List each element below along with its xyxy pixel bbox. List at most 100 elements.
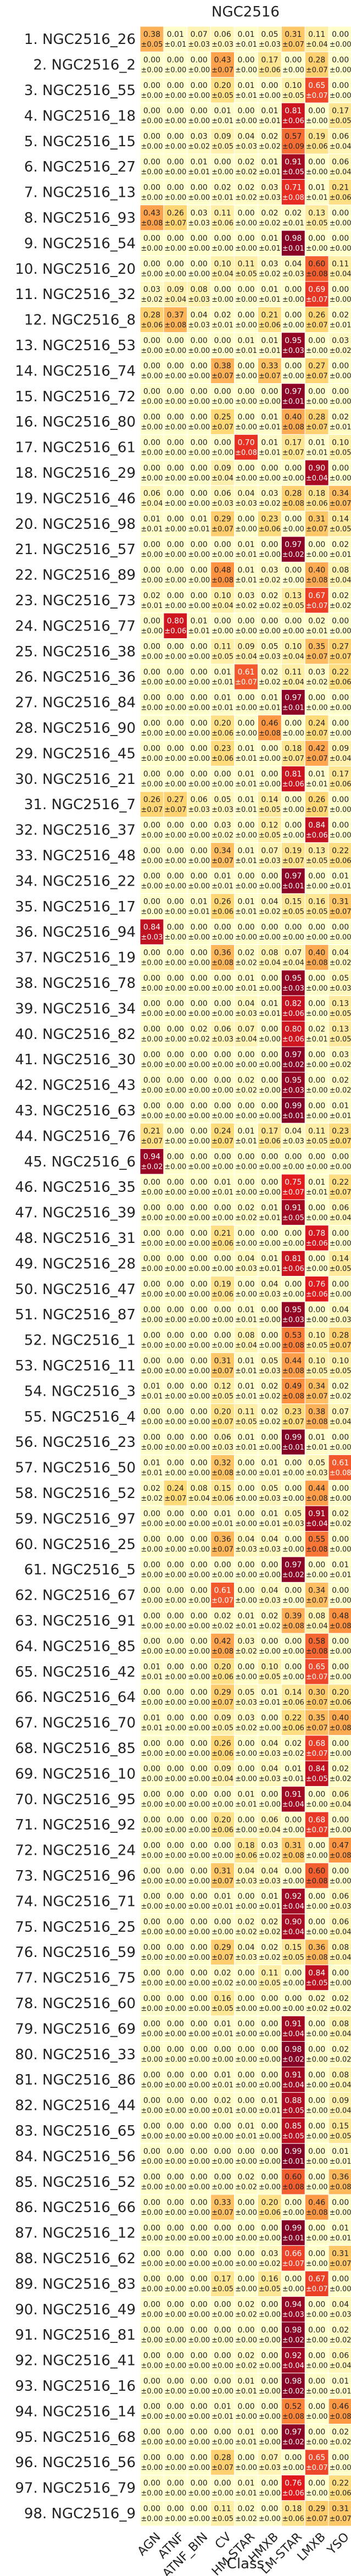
cell-value: 0.01: [261, 158, 278, 167]
cell-value: 0.09: [214, 1765, 231, 1773]
heatmap-cell: 0.01±0.01: [234, 1378, 259, 1405]
cell-error: ±0.00: [141, 449, 163, 457]
cell-error: ±0.08: [211, 1469, 233, 1477]
cell-value: 0.90: [308, 464, 325, 473]
heatmap-cell: 0.25±0.07: [210, 408, 235, 435]
cell-error: ±0.00: [164, 194, 186, 202]
cell-value: 0.00: [191, 438, 208, 447]
heatmap-cell: 0.01±0.01: [328, 1097, 351, 1124]
heatmap-cell: 0.04±0.02: [258, 893, 282, 920]
cell-value: 0.01: [237, 540, 254, 549]
cell-error: ±0.03: [282, 270, 304, 279]
cell-value: 0.00: [332, 1969, 349, 1977]
cell-value: 0.68: [308, 1739, 325, 1748]
cell-error: ±0.00: [306, 2336, 328, 2345]
cell-value: 0.09: [214, 132, 231, 141]
cell-error: ±0.04: [306, 41, 328, 49]
cell-value: 0.00: [143, 2071, 160, 2080]
cell-error: ±0.00: [235, 2030, 257, 2038]
cell-value: 0.02: [143, 1484, 160, 1493]
cell-value: 0.06: [332, 2351, 349, 2360]
heatmap-cell: 0.01±0.01: [328, 2373, 351, 2399]
cell-rect: [210, 230, 235, 257]
cell-error: ±0.07: [141, 806, 163, 814]
cell-value: 0.03: [237, 1713, 254, 1722]
cell-error: ±0.00: [164, 1622, 186, 1630]
cell-error: ±0.08: [306, 270, 328, 279]
heatmap-cell: 0.00±0.00: [258, 383, 282, 410]
cell-error: ±0.00: [188, 2439, 210, 2447]
cell-error: ±0.08: [306, 959, 328, 967]
cell-value: 0.01: [237, 795, 254, 804]
cell-error: ±0.00: [235, 2056, 257, 2064]
cell-value: 0.00: [214, 923, 231, 932]
cell-value: 0.00: [261, 2122, 278, 2131]
heatmap-cell: 0.01±0.01: [210, 867, 235, 894]
cell-error: ±0.00: [141, 2183, 163, 2192]
cell-error: ±0.00: [259, 755, 281, 763]
cell-error: ±0.00: [306, 347, 328, 355]
cell-value: 0.00: [143, 158, 160, 167]
heatmap-cell: 0.00±0.00: [304, 2143, 329, 2170]
cell-value: 0.00: [191, 744, 208, 753]
cell-error: ±0.06: [259, 2209, 281, 2217]
heatmap-cell: 0.06±0.04: [328, 128, 351, 154]
cell-error: ±0.02: [235, 2311, 257, 2319]
cell-error: ±0.01: [330, 2234, 351, 2242]
cell-error: ±0.00: [259, 2234, 281, 2242]
cell-error: ±0.01: [235, 92, 257, 100]
cell-error: ±0.00: [259, 933, 281, 942]
cell-error: ±0.00: [141, 1444, 163, 1452]
cell-rect: [328, 128, 351, 154]
heatmap-cell: 0.00±0.00: [304, 919, 329, 945]
cell-value: 0.02: [261, 1612, 278, 1621]
cell-value: 0.00: [285, 1484, 302, 1493]
cell-value: 0.00: [191, 668, 208, 677]
cell-error: ±0.04: [330, 168, 351, 176]
heatmap-cell: 0.00±0.00: [163, 153, 188, 180]
cell-value: 0.02: [308, 1025, 325, 1034]
cell-value: 0.00: [308, 974, 325, 983]
cell-value: 0.21: [143, 1127, 160, 1136]
heatmap-cell: 0.28±0.07: [304, 408, 329, 435]
cell-error: ±0.00: [259, 2030, 281, 2038]
cell-value: 0.65: [308, 81, 325, 90]
heatmap-cell: 0.00±0.00: [187, 1123, 211, 1149]
cell-value: 0.00: [191, 1892, 208, 1901]
cell-error: ±0.00: [306, 1571, 328, 1579]
cell-error: ±0.01: [211, 1903, 233, 1911]
cell-error: ±0.02: [235, 959, 257, 967]
heatmap-cell: 0.00±0.00: [163, 1097, 188, 1124]
cell-value: 0.00: [167, 1663, 184, 1672]
cell-error: ±0.00: [164, 1928, 186, 1937]
cell-rect: [234, 179, 259, 206]
cell-value: 0.00: [237, 2096, 254, 2105]
heatmap-cell: 0.00±0.00: [258, 2373, 282, 2399]
cell-value: 0.00: [167, 592, 184, 600]
cell-rect: [187, 204, 211, 231]
cell-value: 0.04: [285, 1127, 302, 1136]
heatmap-cell: 0.08±0.04: [258, 944, 282, 971]
heatmap-cell: 0.98±0.02: [281, 2041, 305, 2068]
heatmap-cell: 0.00±0.00: [163, 128, 188, 154]
cell-value: 0.00: [167, 336, 184, 345]
cell-value: 0.00: [143, 1790, 160, 1799]
cell-error: ±0.00: [235, 372, 257, 380]
cell-error: ±0.00: [141, 1954, 163, 1962]
cell-error: ±0.01: [188, 908, 210, 916]
cell-error: ±0.00: [188, 1979, 210, 1987]
cell-value: 0.00: [191, 2071, 208, 2080]
heatmap-cell: 0.76±0.06: [281, 2474, 305, 2501]
cell-error: ±0.00: [188, 347, 210, 355]
cell-value: 0.00: [167, 872, 184, 881]
heatmap-cell: 0.01±0.01: [258, 434, 282, 461]
cell-rect: [187, 102, 211, 129]
cell-error: ±0.00: [306, 985, 328, 993]
cell-error: ±0.02: [259, 270, 281, 279]
cell-value: 0.26: [214, 1739, 231, 1748]
cell-error: ±0.00: [306, 2158, 328, 2166]
cell-error: ±0.04: [282, 653, 304, 661]
cell-value: 0.00: [214, 2147, 231, 2156]
heatmap-cell: 0.71±0.08: [281, 179, 305, 206]
cell-value: 0.00: [167, 1841, 184, 1850]
